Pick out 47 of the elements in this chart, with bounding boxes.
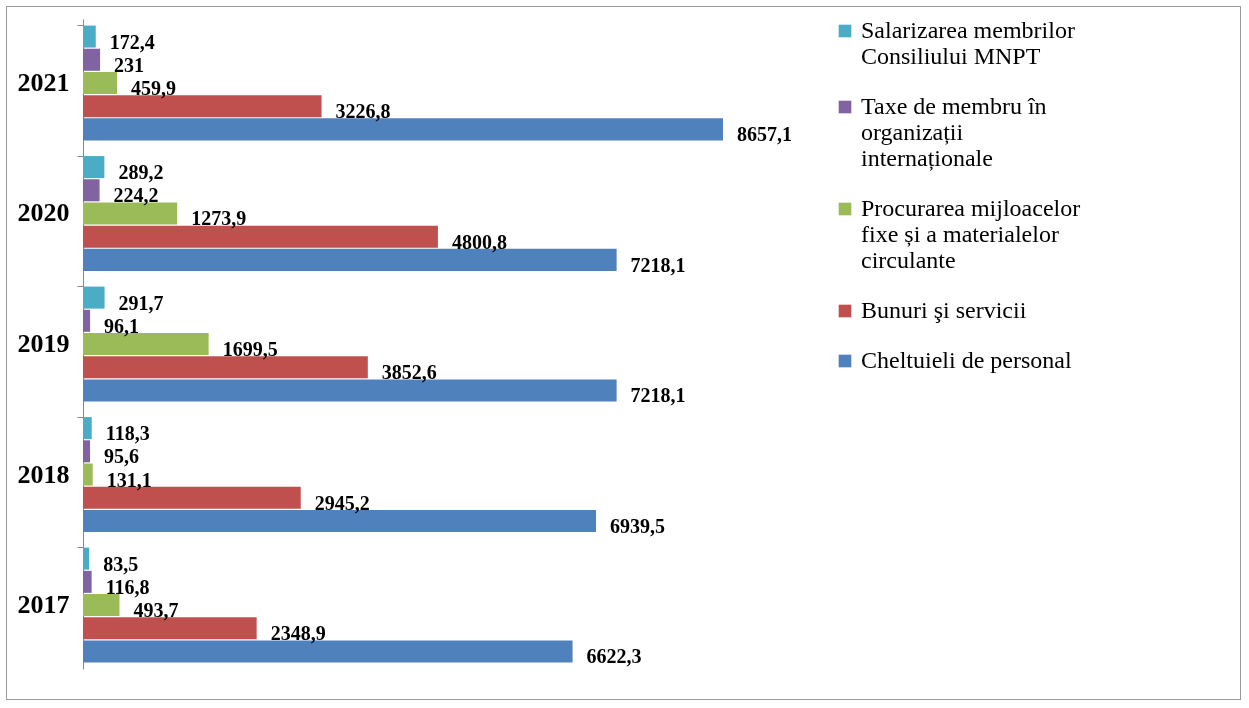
data-label: 116,8 <box>105 575 150 598</box>
data-label: 3852,6 <box>381 361 437 384</box>
data-label: 96,1 <box>104 314 140 337</box>
bar <box>83 179 100 202</box>
y-tick-label: 2018 <box>17 459 70 489</box>
bar <box>83 440 91 463</box>
bar <box>83 48 101 71</box>
y-tick-label: 2021 <box>17 67 70 97</box>
data-label: 2945,2 <box>314 491 370 514</box>
data-label: 3226,8 <box>335 100 391 123</box>
y-tick-label: 2020 <box>17 198 70 228</box>
y-tick-label: 2017 <box>17 590 70 620</box>
data-label: 6622,3 <box>586 645 642 668</box>
data-label: 95,6 <box>104 445 140 468</box>
legend-label: Taxe de membru în organizații internaționale <box>861 93 1047 171</box>
legend-label: Procurarea mijloacelor fixe și a materialelor circulante <box>861 195 1081 273</box>
data-label: 131,1 <box>106 468 152 491</box>
data-label: 172,4 <box>109 30 155 53</box>
legend-label: Salarizarea membrilor Consiliului MNPT <box>861 17 1075 69</box>
bar <box>83 417 92 440</box>
bar <box>83 71 117 94</box>
data-label: 224,2 <box>113 184 159 207</box>
data-label: 6939,5 <box>610 514 666 537</box>
data-label: 291,7 <box>118 291 164 314</box>
data-label: 7218,1 <box>630 384 686 407</box>
data-label: 83,5 <box>103 552 139 575</box>
bar <box>83 156 105 179</box>
data-label: 493,7 <box>133 599 179 622</box>
data-label: 8657,1 <box>737 123 792 146</box>
data-label: 7218,1 <box>630 253 686 276</box>
data-label: 1699,5 <box>222 338 278 360</box>
bar <box>83 547 90 570</box>
legend-label: Bunuri şi servicii <box>861 297 1027 323</box>
data-label: 231 <box>114 53 145 76</box>
data-label: 2348,9 <box>270 622 326 645</box>
bar <box>83 286 105 309</box>
data-label: 1273,9 <box>191 207 247 230</box>
legend-label: Cheltuieli de personal <box>861 347 1072 373</box>
bar <box>83 309 91 332</box>
data-label: 289,2 <box>118 161 164 184</box>
data-label: 118,3 <box>105 422 150 445</box>
bar <box>83 463 93 486</box>
bar <box>83 570 92 593</box>
data-label: 459,9 <box>131 76 176 99</box>
data-label: 4800,8 <box>451 230 507 253</box>
bar <box>83 25 96 48</box>
y-tick-label: 2019 <box>17 329 70 358</box>
